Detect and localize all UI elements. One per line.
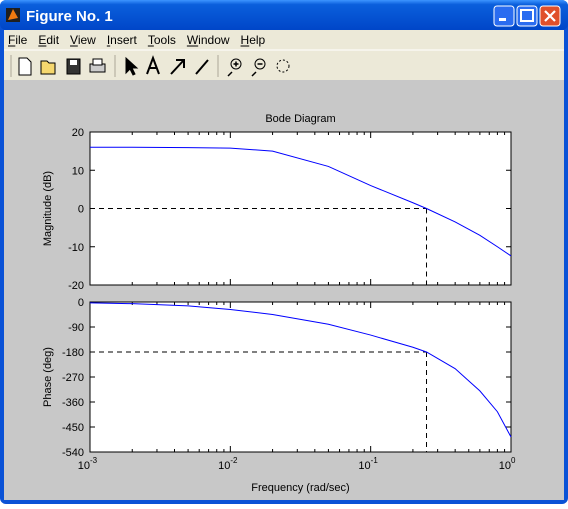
menu-bar: File Edit View Insert Tools Window Help	[8, 33, 266, 47]
y-tick-label: -180	[62, 347, 84, 359]
y-tick-label: 10	[72, 165, 84, 177]
x-tick-exponent: -1	[371, 456, 379, 465]
text-button[interactable]	[146, 55, 160, 75]
save-button[interactable]	[66, 58, 81, 75]
menu-item[interactable]: Tools	[148, 33, 176, 47]
toolbar	[10, 55, 290, 77]
axes-background	[89, 131, 512, 286]
menu-item[interactable]: Window	[187, 33, 230, 47]
y-tick-label: -450	[62, 422, 84, 434]
x-tick-label: 10	[358, 460, 370, 472]
y-tick-label: 0	[78, 204, 84, 216]
menu-item[interactable]: View	[70, 33, 96, 47]
y-tick-label: -360	[62, 397, 84, 409]
zoom-in-button[interactable]	[227, 58, 242, 77]
menu-item[interactable]: Insert	[107, 33, 138, 47]
response-line	[89, 302, 512, 438]
x-tick-label: 10	[218, 460, 230, 472]
axes-background	[89, 301, 512, 453]
print-button[interactable]	[89, 58, 106, 73]
title-bar	[0, 0, 568, 30]
x-axis-label: Frequency (rad/sec)	[251, 482, 349, 494]
y-tick-label: -270	[62, 372, 84, 384]
y-tick-label: -90	[68, 322, 84, 334]
chart-title: Bode Diagram	[265, 113, 335, 125]
new-button[interactable]	[18, 57, 32, 76]
menu-item[interactable]: File	[8, 33, 28, 47]
x-tick-label: 10	[499, 460, 511, 472]
rotate-button[interactable]	[276, 59, 290, 73]
y-axis-label: Magnitude (dB)	[42, 171, 54, 246]
maximize-button[interactable]	[516, 5, 538, 27]
response-line	[90, 146, 512, 257]
menu-item[interactable]: Edit	[38, 33, 59, 47]
zoom-out-button[interactable]	[251, 58, 266, 77]
y-tick-label: -540	[62, 447, 84, 459]
window-title: Figure No. 1	[26, 8, 113, 25]
y-axis-label: Phase (deg)	[42, 347, 54, 407]
open-button[interactable]	[40, 60, 56, 75]
x-tick-exponent: -3	[90, 456, 98, 465]
x-tick-exponent: 0	[511, 456, 516, 465]
minimize-button[interactable]	[493, 5, 515, 27]
line-button[interactable]	[195, 59, 209, 75]
y-tick-label: 0	[78, 297, 84, 309]
y-tick-label: -10	[68, 242, 84, 254]
x-tick-exponent: -2	[230, 456, 238, 465]
select-button[interactable]	[125, 56, 139, 76]
y-tick-label: 20	[72, 127, 84, 139]
arrow-button[interactable]	[170, 59, 185, 75]
x-tick-label: 10	[78, 460, 90, 472]
menu-item[interactable]: Help	[241, 33, 266, 47]
y-tick-label: -20	[68, 280, 84, 292]
app-icon	[6, 8, 20, 22]
close-button[interactable]	[539, 5, 561, 27]
